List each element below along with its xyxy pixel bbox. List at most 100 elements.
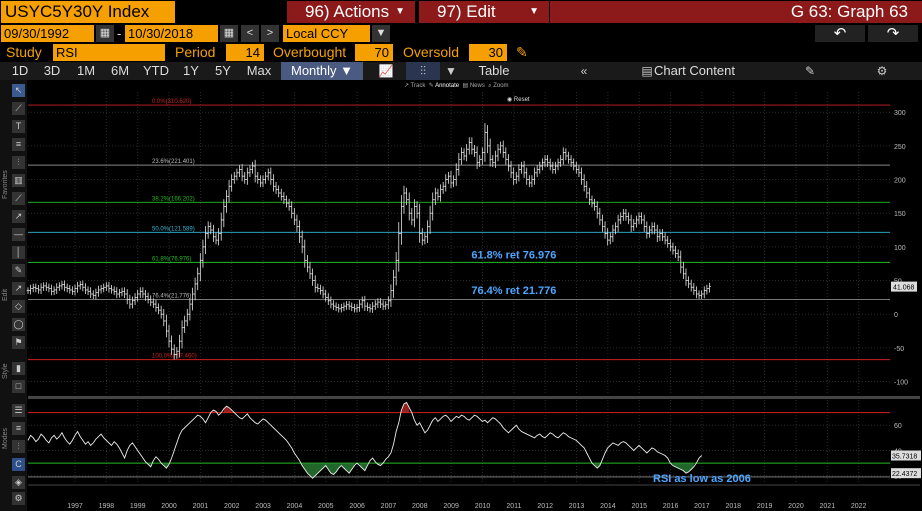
edit-menu[interactable]: 97) Edit ▼	[419, 1, 549, 23]
chevron-down-icon[interactable]: ▼	[445, 64, 457, 78]
tab-5y[interactable]: 5Y	[215, 63, 231, 78]
calendar-icon[interactable]: ▦	[220, 25, 238, 42]
ohlc-bar	[415, 201, 419, 219]
ohlc-bar	[616, 214, 620, 232]
ohlc-bar	[548, 158, 552, 171]
start-date-field[interactable]: 09/30/1992	[1, 25, 94, 42]
study-select[interactable]: RSI	[53, 44, 165, 61]
annotate-icon: ✎	[428, 83, 434, 89]
last-value-tag	[891, 281, 917, 292]
end-date-field[interactable]: 10/30/2018	[125, 25, 218, 42]
shape-tool-icon[interactable]: ◇	[12, 300, 25, 313]
ohlc-bar	[191, 287, 194, 311]
reset-button[interactable]: ◉ Reset	[507, 95, 530, 105]
actions-label: 96) Actions	[305, 2, 390, 21]
text-tool-icon[interactable]: T	[12, 120, 25, 133]
lines-icon[interactable]: ≡	[12, 422, 25, 435]
arrow-tool-icon[interactable]: ↗	[12, 282, 25, 295]
trend-tool-icon[interactable]: ⟋	[12, 192, 25, 205]
pencil-icon[interactable]: ✎	[516, 44, 528, 60]
fib-level-label: 0.0%(310.620)	[152, 99, 191, 105]
x-tick-label: 2003	[255, 503, 271, 510]
track-button[interactable]: Track	[410, 83, 426, 89]
ohlc-bar	[366, 302, 369, 312]
chart-content-button[interactable]: Chart Content	[654, 63, 735, 78]
ticker-field[interactable]: USYC5Y30Y Index	[1, 1, 175, 23]
overbought-label: Overbought	[273, 44, 347, 60]
ohlc-bar	[188, 297, 192, 321]
ohlc-bar	[141, 287, 145, 299]
ohlc-bar	[585, 181, 589, 199]
ohlc-bar	[209, 222, 213, 235]
annotate-button[interactable]: Annotate	[435, 83, 460, 89]
ohlc-bar	[235, 168, 239, 181]
tab-max[interactable]: Max	[246, 63, 272, 78]
next-arrow-icon[interactable]: >	[261, 25, 279, 42]
ohlc-bar	[614, 222, 617, 235]
ohlc-bar	[394, 252, 398, 286]
gear-icon[interactable]: ⚙	[12, 492, 25, 505]
pen-tool-icon[interactable]: ✎	[12, 264, 25, 277]
tab-1d[interactable]: 1D	[11, 63, 29, 78]
edit-icon[interactable]: ✎	[804, 64, 816, 78]
flag-tool-icon[interactable]: ⚑	[12, 336, 25, 349]
fib-tool-icon[interactable]: ≡	[12, 138, 25, 151]
ohlc-bar	[441, 182, 445, 194]
collapse-left-icon[interactable]: «	[580, 64, 588, 78]
oversold-label: Oversold	[403, 44, 460, 60]
x-tick-label: 2014	[600, 503, 616, 510]
frequency-select[interactable]: Monthly ▼	[281, 62, 363, 80]
oversold-field[interactable]: 30	[469, 44, 507, 61]
overbought-field[interactable]: 70	[355, 44, 393, 61]
ohlc-bar	[131, 296, 134, 309]
line-chart-icon[interactable]: 📈	[378, 64, 394, 78]
redo-icon[interactable]: ↷	[868, 25, 918, 42]
bar-chart-icon[interactable]: ⫶⫶	[406, 62, 440, 80]
table-button[interactable]: Table	[478, 63, 510, 78]
gear-icon[interactable]: ⚙	[876, 64, 888, 78]
rsi-tick-label: 60	[894, 423, 902, 430]
ohlc-bar	[564, 148, 568, 161]
square-icon[interactable]: □	[12, 380, 25, 393]
c-mode-icon[interactable]: C	[12, 458, 25, 471]
menu-icon[interactable]: ☰	[12, 404, 25, 417]
currency-select[interactable]: Local CCY	[283, 25, 370, 42]
channel-tool-icon[interactable]: ▥	[12, 174, 25, 187]
ohlc-bar	[246, 167, 249, 185]
period-field[interactable]: 14	[226, 44, 264, 61]
zoom-button[interactable]: Zoom	[493, 83, 509, 89]
ohlc-bar	[663, 232, 667, 245]
undo-icon[interactable]: ↶	[815, 25, 865, 42]
line-tool-icon[interactable]: ⟋	[12, 102, 25, 115]
ohlc-bar	[329, 296, 333, 309]
layers-icon[interactable]: ◈	[12, 476, 25, 489]
grid-icon[interactable]: ▤	[641, 64, 653, 78]
ellipse-tool-icon[interactable]: ◯	[12, 318, 25, 331]
bars-tool-icon[interactable]: ⫶	[12, 156, 25, 169]
calendar-icon[interactable]: ▦	[96, 25, 114, 42]
cursor-icon[interactable]: ↖	[12, 84, 25, 97]
tab-1y[interactable]: 1Y	[183, 63, 199, 78]
ray-tool-icon[interactable]: ↗	[12, 210, 25, 223]
ohlc-bar	[567, 151, 570, 164]
ohlc-bar	[569, 155, 573, 167]
tab-1m[interactable]: 1M	[76, 63, 96, 78]
tab-ytd[interactable]: YTD	[143, 63, 169, 78]
ohlc-bar	[47, 283, 51, 293]
actions-menu[interactable]: 96) Actions ▼	[287, 1, 415, 23]
ohlc-bar	[149, 295, 153, 307]
left-toolbar: ↖ ⟋ T ≡ ⫶ ▥ ⟋ ↗ — │ ✎ ↗ ◇ ◯ ⚑ ▮ □ ☰ ≡ ⫶ …	[0, 80, 27, 511]
fill-icon[interactable]: ▮	[12, 362, 25, 375]
tab-6m[interactable]: 6M	[110, 63, 130, 78]
tab-3d[interactable]: 3D	[43, 63, 61, 78]
news-button[interactable]: News	[469, 83, 485, 89]
vline-tool-icon[interactable]: │	[12, 246, 25, 259]
bars-icon[interactable]: ⫶	[12, 440, 25, 453]
ohlc-bar	[31, 283, 35, 293]
ohlc-bar	[413, 199, 416, 228]
ohlc-bar	[603, 221, 607, 239]
chevron-down-icon[interactable]: ▼	[372, 25, 390, 42]
prev-arrow-icon[interactable]: <	[241, 25, 259, 42]
hline-tool-icon[interactable]: —	[12, 228, 25, 241]
